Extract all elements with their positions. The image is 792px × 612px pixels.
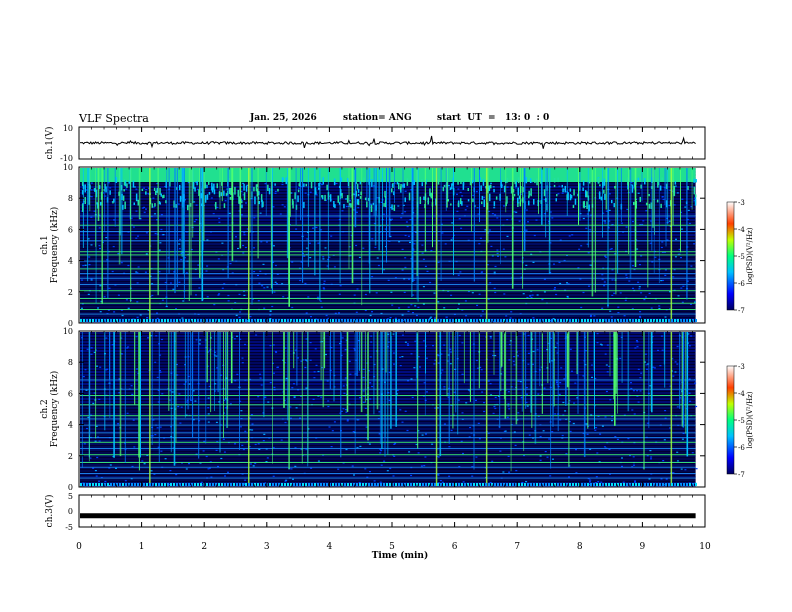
colorbar-tick-label: -7: [738, 307, 745, 315]
freq-tick-label: 4: [68, 257, 73, 266]
time-tick-label: 7: [514, 542, 520, 552]
time-axis-ticks: 0 1 2 3 4 5 6 7 8 9 10: [76, 127, 711, 552]
ch1-ylabel: ch.1(V): [44, 127, 55, 160]
ch2-colorbar-label: log(PSD)(V²/Hz): [746, 391, 754, 448]
ch3-ylabel: ch.3(V): [44, 495, 55, 528]
freq-tick-label: 6: [68, 225, 73, 234]
ch2-ylabel-channel: ch.2: [40, 399, 50, 418]
ch1-ylabel-freq: Frequency (kHz): [49, 207, 60, 284]
ch3-waveform-panel: 5 0 -5 ch.3(V): [44, 492, 706, 532]
time-tick-label: 5: [389, 542, 395, 552]
freq-tick-label: 10: [63, 327, 73, 336]
colorbar-tick-label: -4: [738, 226, 745, 234]
ch1-spectrogram-image: [80, 168, 697, 323]
ch3-ytick-top: 5: [68, 492, 73, 501]
colorbar-tick-label: -5: [738, 417, 745, 425]
freq-tick-label: 0: [68, 483, 73, 492]
time-tick-label: 10: [699, 542, 711, 552]
ch3-ytick-mid: 0: [68, 507, 73, 516]
time-tick-label: 2: [201, 542, 207, 552]
ch1-colorbar-ticks: -3 -4 -5 -6 -7: [734, 199, 745, 315]
ch1-waveform-panel: 10 -10 ch.1(V): [44, 124, 706, 163]
start-time-label: start UT = 13: 0 : 0: [437, 113, 550, 123]
time-tick-label: 0: [76, 542, 82, 552]
colorbar-tick-label: -3: [738, 363, 745, 371]
ch2-colorbar: [726, 365, 735, 475]
freq-tick-label: 2: [68, 288, 73, 297]
ch1-ytick-top: 10: [63, 124, 73, 133]
freq-tick-label: 8: [68, 194, 73, 203]
colorbar-tick-label: -7: [738, 471, 745, 479]
ch1-ytick-bottom: -10: [60, 154, 73, 163]
colorbar-tick-label: -4: [738, 390, 745, 398]
ch2-freq-ticks: 0 2 4 6 8 10: [63, 327, 705, 492]
colorbar-tick-label: -5: [738, 253, 745, 261]
ch1-colorbar-label: log(PSD)(V²/Hz): [746, 227, 754, 284]
date-label: Jan. 25, 2026: [250, 113, 317, 123]
station-label: station= ANG: [343, 113, 412, 123]
freq-tick-label: 10: [63, 163, 73, 172]
colorbar-tick-label: -6: [738, 444, 745, 452]
time-tick-label: 1: [139, 542, 145, 552]
ch2-colorbar-ticks: -3 -4 -5 -6 -7: [734, 363, 745, 479]
figure-title: VLF Spectra: [79, 112, 149, 125]
ch3-ytick-bottom: -5: [65, 523, 73, 532]
time-tick-label: 6: [452, 542, 458, 552]
colorbar-tick-label: -3: [738, 199, 745, 207]
freq-tick-label: 2: [68, 452, 73, 461]
ch2-spectrogram-image: [80, 332, 698, 487]
time-tick-label: 8: [577, 542, 583, 552]
freq-tick-label: 6: [68, 389, 73, 398]
freq-tick-label: 0: [68, 319, 73, 328]
ch1-waveform-line: [79, 135, 696, 149]
time-tick-label: 9: [640, 542, 646, 552]
ch1-ylabel-channel: ch.1: [40, 235, 50, 254]
freq-tick-label: 4: [68, 421, 73, 430]
ch1-colorbar: [726, 201, 735, 311]
time-tick-label: 4: [327, 542, 333, 552]
freq-tick-label: 8: [68, 358, 73, 367]
time-axis-label: Time (min): [372, 550, 429, 561]
ch1-freq-ticks: 0 2 4 6 8 10: [63, 163, 705, 328]
colorbar-tick-label: -6: [738, 280, 745, 288]
ch2-ylabel-freq: Frequency (kHz): [49, 371, 60, 448]
time-tick-label: 3: [264, 542, 270, 552]
